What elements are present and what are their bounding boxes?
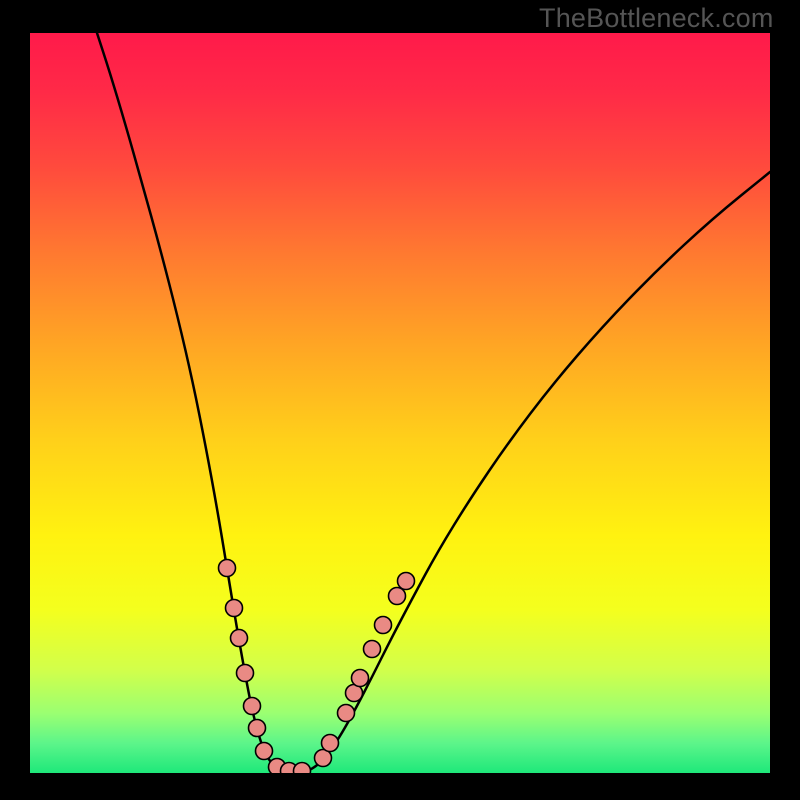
marker-bottom [294,763,311,780]
marker-left [237,665,254,682]
marker-left [226,600,243,617]
marker-right [352,670,369,687]
marker-right [322,735,339,752]
marker-right [338,705,355,722]
marker-left [244,698,261,715]
marker-right [389,588,406,605]
marker-left [256,743,273,760]
chart-container: TheBottleneck.com [0,0,800,800]
marker-left [231,630,248,647]
left-curve [97,33,296,773]
marker-right [375,617,392,634]
marker-left [219,560,236,577]
marker-right [398,573,415,590]
marker-right [364,641,381,658]
chart-svg-layer [30,33,770,773]
watermark-text: TheBottleneck.com [539,3,774,34]
plot-area [30,33,770,773]
marker-left [249,720,266,737]
